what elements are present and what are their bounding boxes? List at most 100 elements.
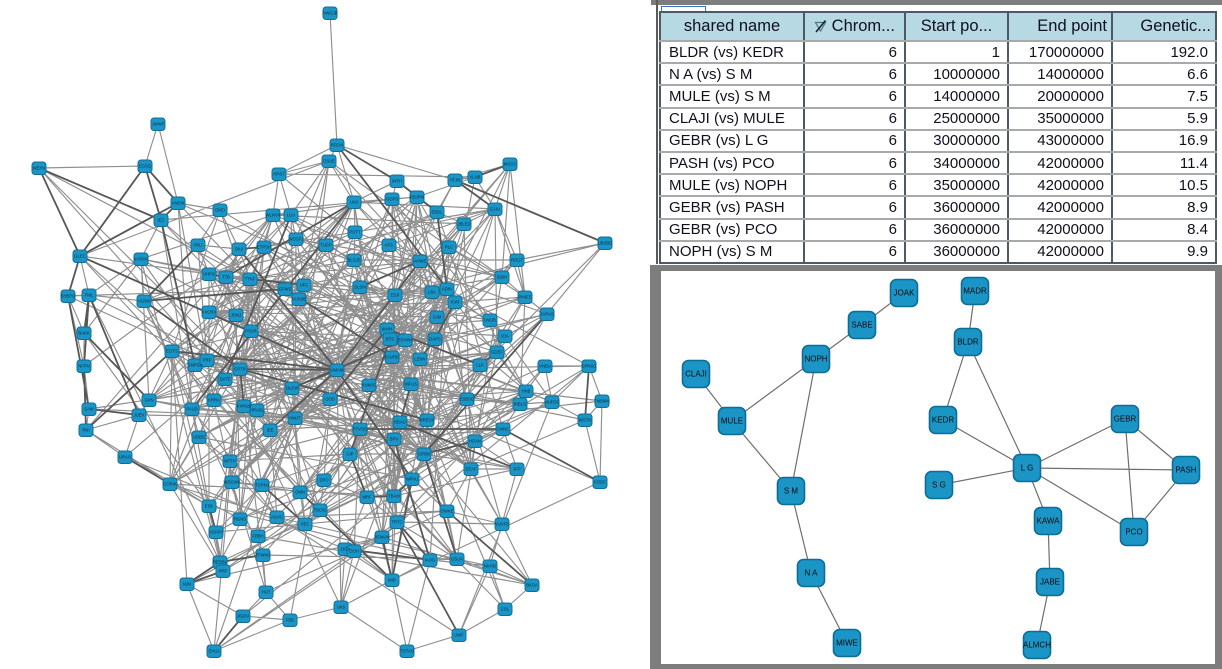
svg-text:HNB: HNB [522,389,531,394]
svg-text:OSUE: OSUE [323,159,335,164]
svg-text:CLAJI: CLAJI [685,370,707,379]
svg-text:VNBU: VNBU [539,364,551,369]
svg-text:HFC: HFC [300,283,309,288]
svg-text:UDBS: UDBS [193,435,205,440]
svg-text:TUCP: TUCP [320,243,332,248]
svg-text:RFMUN: RFMUN [374,535,389,540]
svg-text:IGBH: IGBH [497,275,507,280]
svg-text:BBAO: BBAO [394,420,406,425]
svg-text:FBD: FBD [286,618,294,623]
svg-text:BPV: BPV [390,437,399,442]
svg-text:RGNS: RGNS [234,517,246,522]
svg-text:KEDR: KEDR [932,416,954,425]
svg-text:USUA: USUA [451,557,463,562]
svg-text:JUEV: JUEV [134,413,145,418]
svg-text:KAWA: KAWA [1037,517,1061,526]
svg-text:PRF: PRF [203,358,212,363]
svg-text:KFS: KFS [385,243,393,248]
svg-text:MUFOG: MUFOG [544,400,560,405]
svg-text:CORIK: CORIK [163,482,176,487]
svg-text:EHUJ: EHUJ [209,649,220,654]
svg-text:NJN: NJN [183,582,191,587]
svg-text:UBSBD: UBSBD [598,241,612,246]
svg-text:EAVRE: EAVRE [385,355,399,360]
svg-text:VEC: VEC [301,522,310,527]
svg-text:ADRI: ADRI [442,287,452,292]
svg-text:TCPNJ: TCPNJ [255,483,269,488]
svg-text:KVN: KVN [451,300,460,305]
svg-text:KNMJC: KNMJC [362,383,376,388]
svg-text:ANEW: ANEW [172,201,185,206]
svg-text:URAO: URAO [119,455,132,460]
svg-text:NFPN: NFPN [78,364,89,369]
svg-text:PTVOC: PTVOC [353,427,367,432]
svg-text:ESK: ESK [205,504,214,509]
svg-text:DATE: DATE [220,377,231,382]
svg-text:TMBMM: TMBMM [594,399,610,404]
svg-text:UWJB: UWJB [484,318,496,323]
svg-text:IOA: IOA [501,334,508,339]
svg-text:INTH: INTH [392,179,402,184]
svg-text:EEAF: EEAF [466,467,477,472]
svg-text:WLNVK: WLNVK [266,213,281,218]
svg-text:GLEC: GLEC [74,254,85,259]
svg-text:RRF: RRF [219,569,228,574]
svg-text:MADR: MADR [963,287,987,296]
svg-text:S G: S G [932,481,946,490]
svg-text:PLC: PLC [445,245,453,250]
svg-text:TBCIG: TBCIG [314,508,327,513]
svg-text:ETPSH: ETPSH [257,245,271,250]
svg-text:ROGT: ROGT [511,258,524,263]
svg-text:CDL: CDL [501,607,510,612]
svg-text:ALMCH: ALMCH [1023,641,1051,650]
svg-text:JOAK: JOAK [894,289,916,298]
svg-text:CPTR: CPTR [234,367,245,372]
svg-text:TFWNC: TFWNC [255,553,270,558]
svg-text:UHPG: UHPG [203,272,215,277]
svg-text:DJM: DJM [433,315,442,320]
svg-text:KVCRA: KVCRA [202,310,217,315]
svg-text:IKHH: IKHH [382,327,392,332]
svg-text:KBJRN: KBJRN [410,195,424,200]
svg-text:IEC: IEC [158,218,165,223]
svg-text:JFP: JFP [513,467,521,472]
svg-text:IAOG: IAOG [425,558,435,563]
svg-text:VVOMA: VVOMA [133,257,148,262]
svg-text:FNIL: FNIL [84,293,94,298]
svg-text:OIUI: OIUI [235,247,244,252]
svg-text:RFEIN: RFEIN [331,143,344,148]
svg-text:UMAM: UMAM [331,368,344,373]
svg-text:KVHUB: KVHUB [237,404,252,409]
svg-text:LENN: LENN [414,357,425,362]
svg-text:HWJT: HWJT [289,416,301,421]
svg-text:POTT: POTT [349,230,361,235]
svg-text:AGVC: AGVC [271,515,283,520]
svg-text:ESBSG: ESBSG [460,397,474,402]
svg-text:MRF: MRF [362,495,372,500]
svg-text:VLNB: VLNB [470,175,481,180]
svg-text:DAPC: DAPC [429,337,441,342]
svg-text:TBAM: TBAM [388,494,400,499]
svg-text:IEE: IEE [267,428,274,433]
svg-text:AHWE: AHWE [414,259,427,264]
svg-text:HTJN: HTJN [450,178,461,183]
svg-text:MOCC: MOCC [504,162,517,167]
svg-text:TTB: TTB [222,275,230,280]
svg-text:OMN: OMN [295,490,305,495]
svg-text:SAW: SAW [84,407,93,412]
svg-text:L G: L G [1021,464,1034,473]
svg-text:JWWF: JWWF [152,122,165,127]
svg-text:FBBH: FBBH [252,534,263,539]
svg-text:VUVFE: VUVFE [495,522,509,527]
svg-text:PMIEE: PMIEE [518,295,531,300]
svg-text:TOTAO: TOTAO [400,649,415,654]
svg-text:JIGDV: JIGDV [237,614,250,619]
svg-text:EBDL: EBDL [432,210,444,215]
svg-text:UAV: UAV [350,200,359,205]
svg-text:OOD: OOD [325,397,335,402]
svg-text:OWKE: OWKE [441,509,454,514]
svg-text:PCO: PCO [1125,528,1142,537]
svg-text:GJJU: GJJU [490,207,500,212]
svg-text:JBLED: JBLED [457,222,470,227]
svg-text:EOTS: EOTS [166,349,178,354]
